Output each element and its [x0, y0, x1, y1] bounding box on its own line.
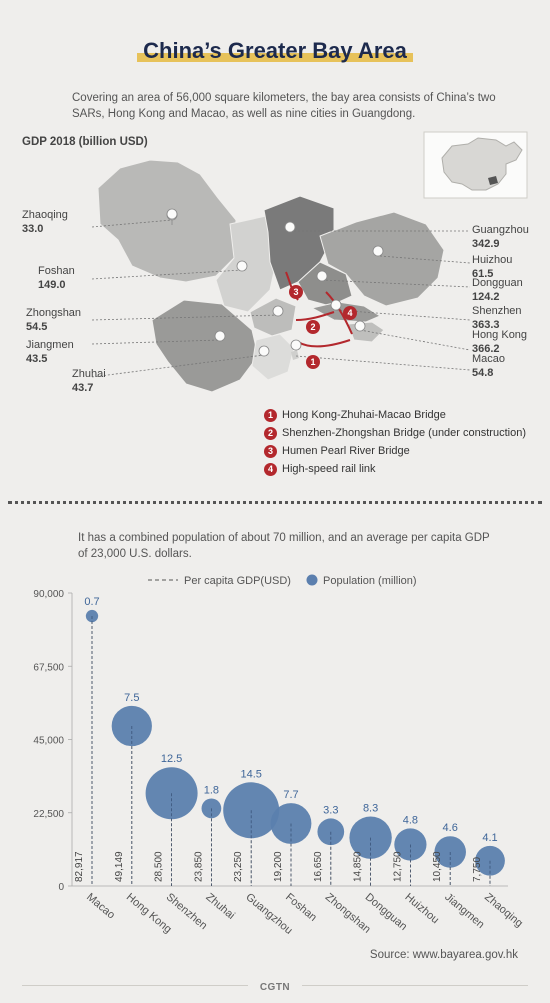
- map-label-huizhou: Huizhou 61.5: [472, 254, 513, 280]
- map-label-dongguan: Dongguan 124.2: [472, 277, 523, 303]
- per-capita-label: 49,149: [114, 851, 125, 882]
- gba-map: 1 2 3 4: [91, 131, 528, 393]
- y-tick-label: 45,000: [33, 736, 64, 747]
- legend-line-label: Per capita GDP(USD): [184, 575, 291, 587]
- gdp-heading: GDP 2018 (billion USD): [22, 136, 148, 148]
- map-label-macao: Macao 54.8: [472, 353, 506, 379]
- svg-text:1: 1: [310, 357, 315, 367]
- y-tick-label: 22,500: [33, 809, 64, 820]
- source-note: Source: www.bayarea.gov.hk: [369, 949, 518, 961]
- inset-highlight: [488, 176, 498, 185]
- svg-text:2: 2: [310, 322, 315, 332]
- category-label: Zhaoqing: [482, 891, 525, 930]
- svg-text:4: 4: [347, 308, 352, 318]
- chart-legend: Per capita GDP(USD) Population (million): [148, 574, 417, 587]
- legend-bubble-label: Population (million): [323, 575, 417, 587]
- map-label-guangzhou: Guangzhou 342.9: [472, 224, 529, 250]
- svg-text:3: 3: [293, 287, 298, 297]
- legend-item-bridge-hzm: 1 Hong Kong-Zhuhai-Macao Bridge: [264, 406, 526, 424]
- legend-item-bridge-humen: 3 Humen Pearl River Bridge: [264, 442, 526, 460]
- population-label: 3.3: [323, 804, 338, 816]
- population-bubble: [475, 845, 505, 876]
- per-capita-label: 28,500: [154, 851, 165, 882]
- per-capita-label: 82,917: [74, 851, 85, 882]
- population-label: 4.1: [482, 832, 497, 844]
- region-zhuhai: [251, 333, 295, 381]
- population-bubble: [394, 828, 427, 861]
- population-label: 12.5: [161, 753, 182, 765]
- map-label-shenzhen: Shenzhen 363.3: [472, 305, 522, 331]
- region-jiangmen: [151, 299, 259, 393]
- per-capita-label: 19,200: [273, 851, 284, 882]
- region-macao: [291, 350, 299, 360]
- section-divider: [8, 501, 542, 504]
- category-label: Zhuhai: [203, 891, 236, 922]
- population-label: 8.3: [363, 802, 378, 814]
- map-label-zhaoqing: Zhaoqing 33.0: [22, 209, 68, 235]
- region-zhongshan: [249, 297, 297, 337]
- per-capita-label: 23,850: [193, 851, 204, 882]
- y-tick-label: 67,500: [33, 662, 64, 673]
- legend-item-rail: 4 High-speed rail link: [264, 460, 526, 478]
- page-title: China’s Greater Bay Area: [137, 38, 413, 64]
- population-label: 4.6: [443, 822, 458, 834]
- legend-item-bridge-sz: 2 Shenzhen-Zhongshan Bridge (under constr…: [264, 424, 526, 442]
- y-tick-label: 90,000: [33, 589, 64, 600]
- category-label: Foshan: [283, 891, 319, 924]
- population-label: 7.7: [283, 789, 298, 801]
- population-description: It has a combined population of about 70…: [78, 532, 490, 560]
- per-capita-label: 7,750: [472, 857, 483, 882]
- per-capita-label: 10,450: [432, 851, 443, 882]
- per-capita-label: 12,750: [392, 851, 403, 882]
- map-label-jiangmen: Jiangmen 43.5: [26, 339, 74, 365]
- intro-text: Covering an area of 56,000 square kilome…: [72, 92, 496, 120]
- footer-logo: CGTN: [247, 982, 303, 993]
- category-label: Jiangmen: [442, 891, 486, 931]
- map-label-zhuhai: Zhuhai 43.7: [72, 368, 106, 394]
- category-label: Huizhou: [402, 891, 441, 926]
- map-legend: 1 Hong Kong-Zhuhai-Macao Bridge 2 Shenzhen…: [264, 406, 526, 478]
- population-label: 7.5: [124, 692, 139, 704]
- per-capita-label: 23,250: [233, 851, 244, 882]
- map-label-zhongshan: Zhongshan 54.5: [26, 307, 82, 333]
- region-dongguan: [297, 261, 353, 307]
- population-label: 0.7: [84, 596, 99, 608]
- china-inset-shape: [441, 137, 523, 191]
- per-capita-label: 16,650: [313, 851, 324, 882]
- population-label: 4.8: [403, 814, 418, 826]
- map-label-foshan: Foshan 149.0: [38, 265, 75, 291]
- population-label: 14.5: [240, 768, 261, 780]
- y-tick-label: 0: [58, 882, 64, 893]
- category-label: Macao: [84, 891, 117, 921]
- per-capita-label: 14,850: [353, 851, 364, 882]
- map-label-hongkong: Hong Kong 366.2: [472, 329, 528, 355]
- legend-bubble-icon: [306, 574, 318, 586]
- population-label: 1.8: [204, 784, 219, 796]
